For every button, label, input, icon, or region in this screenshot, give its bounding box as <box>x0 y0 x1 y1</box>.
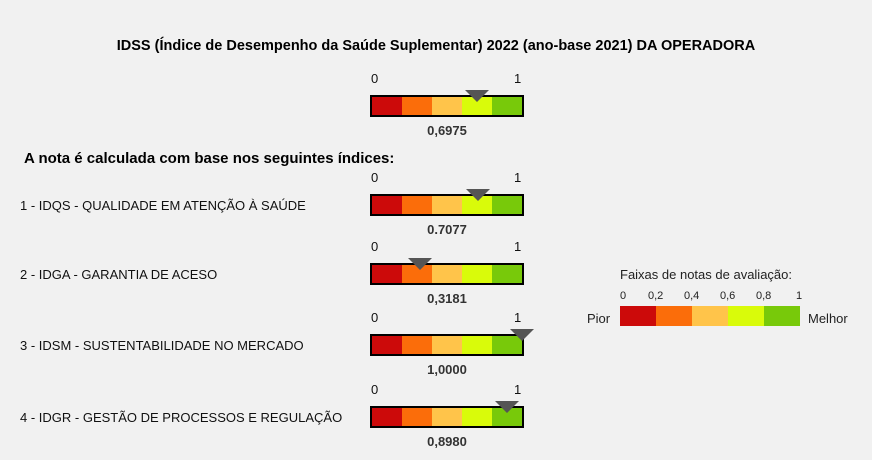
idga-tick-min: 0 <box>371 239 379 254</box>
legend-band-5 <box>764 306 800 326</box>
idsm-band-3 <box>432 336 462 354</box>
idga-band-4 <box>462 265 492 283</box>
idss-band-3 <box>432 97 462 115</box>
idss-band-5 <box>492 97 522 115</box>
idqs-marker <box>466 189 491 201</box>
idqs-value: 0.7077 <box>427 222 467 237</box>
idqs-bar <box>370 194 524 216</box>
idsm-band-4 <box>462 336 492 354</box>
legend-best-label: Melhor <box>808 311 848 326</box>
index-label-idsm: 3 - IDSM - SUSTENTABILIDADE NO MERCADO <box>20 338 304 353</box>
legend-tick-0: 0 <box>620 290 627 302</box>
idga-tick-max: 1 <box>514 239 522 254</box>
legend-title: Faixas de notas de avaliação: <box>620 267 792 282</box>
idgr-band-2 <box>402 408 432 426</box>
idga-band-3 <box>432 265 462 283</box>
idqs-band-2 <box>402 196 432 214</box>
idqs-band-1 <box>372 196 402 214</box>
idsm-band-1 <box>372 336 402 354</box>
legend-tick-5: 1 <box>796 290 803 302</box>
indices-subtitle: A nota é calculada com base nos seguinte… <box>24 150 395 167</box>
legend-band-3 <box>692 306 728 326</box>
idss-band-1 <box>372 97 402 115</box>
idga-band-1 <box>372 265 402 283</box>
idga-band-5 <box>492 265 522 283</box>
legend-band-2 <box>656 306 692 326</box>
legend-tick-1: 0,2 <box>648 290 664 302</box>
idsm-band-2 <box>402 336 432 354</box>
idqs-band-5 <box>492 196 522 214</box>
idqs-tick-min: 0 <box>371 170 379 185</box>
idsm-tick-min: 0 <box>371 310 379 325</box>
idqs-tick-max: 1 <box>514 170 522 185</box>
idsm-tick-max: 1 <box>514 310 522 325</box>
idss-tick-max: 1 <box>514 71 522 86</box>
legend-tick-4: 0,8 <box>756 290 772 302</box>
index-label-idgr: 4 - IDGR - GESTÃO DE PROCESSOS E REGULAÇ… <box>20 410 343 425</box>
idgr-band-4 <box>462 408 492 426</box>
idgr-band-1 <box>372 408 402 426</box>
legend-tick-3: 0,6 <box>720 290 736 302</box>
idgr-tick-max: 1 <box>514 382 522 397</box>
idga-value: 0,3181 <box>427 291 467 306</box>
legend-band-4 <box>728 306 764 326</box>
page-title: IDSS (Índice de Desempenho da Saúde Supl… <box>116 38 756 54</box>
idgr-marker <box>494 401 519 413</box>
idsm-value: 1,0000 <box>427 362 467 377</box>
idsm-marker <box>510 329 534 341</box>
idss-band-2 <box>402 97 432 115</box>
idss-marker <box>464 90 489 102</box>
idss-tick-min: 0 <box>371 71 379 86</box>
idgr-tick-min: 0 <box>371 382 379 397</box>
idga-marker <box>407 258 432 270</box>
legend-worst-label: Pior <box>587 311 611 326</box>
idss-bar <box>370 95 524 117</box>
idsm-bar <box>370 334 524 356</box>
legend-color-bar <box>620 306 800 326</box>
legend-tick-2: 0,4 <box>684 290 700 302</box>
idgr-band-3 <box>432 408 462 426</box>
idgr-value: 0,8980 <box>427 434 467 449</box>
index-label-idga: 2 - IDGA - GARANTIA DE ACESO <box>20 267 218 282</box>
idqs-band-3 <box>432 196 462 214</box>
idga-bar <box>370 263 524 285</box>
legend-band-1 <box>620 306 656 326</box>
idss-value: 0,6975 <box>427 123 467 138</box>
index-label-idqs: 1 - IDQS - QUALIDADE EM ATENÇÃO À SAÚDE <box>20 198 306 213</box>
